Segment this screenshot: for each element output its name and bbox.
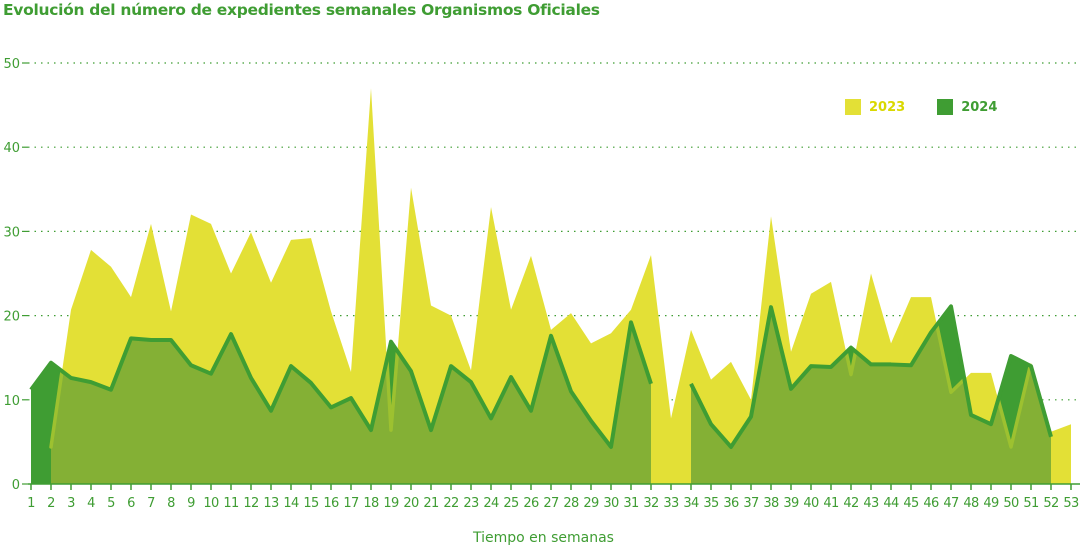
line-2024	[689, 304, 1053, 449]
x-tick-label: 3	[67, 496, 75, 511]
x-tick-label: 2	[47, 496, 55, 511]
y-tick-label: 0	[12, 478, 20, 493]
y-tick-label: 40	[3, 141, 20, 156]
legend-swatch-2024	[937, 99, 954, 115]
x-axis-title: Tiempo en semanas	[473, 530, 614, 546]
x-tick-label: 34	[683, 496, 699, 511]
x-tick-label: 21	[423, 496, 439, 511]
y-tick-label: 50	[3, 57, 20, 72]
x-tick-label: 5	[107, 496, 115, 511]
x-tick-label: 12	[243, 496, 258, 511]
x-tick-label: 43	[863, 496, 879, 511]
x-tick-label: 14	[283, 496, 299, 511]
x-tick-label: 24	[483, 496, 499, 511]
chart-title: Evolución del número de expedientes sema…	[3, 1, 600, 19]
x-tick-label: 13	[263, 496, 279, 511]
legend-swatch-2023	[845, 99, 861, 115]
x-tick-label: 28	[563, 496, 579, 511]
x-tick-label: 15	[303, 496, 319, 511]
x-tick-label: 7	[147, 496, 155, 511]
x-tick-label: 9	[187, 496, 195, 511]
x-tick-label: 20	[403, 496, 419, 511]
x-axis-label: Tiempo en semanas	[0, 530, 1087, 546]
x-tick-label: 8	[167, 496, 175, 511]
x-tick-label: 47	[943, 496, 959, 511]
x-tick-label: 31	[623, 496, 639, 511]
x-tick-label: 52	[1043, 496, 1058, 511]
x-tick-label: 27	[543, 496, 559, 511]
x-tick-label: 26	[523, 496, 539, 511]
x-tick-label: 38	[763, 496, 779, 511]
legend-label-2024: 2024	[961, 99, 998, 115]
x-tick-label: 46	[923, 496, 939, 511]
line-2024	[29, 320, 653, 449]
x-tick-label: 1	[27, 496, 35, 511]
x-tick-label: 23	[463, 496, 479, 511]
legend-item-2023: 2023	[845, 99, 905, 115]
x-tick-label: 4	[87, 496, 95, 511]
x-tick-label: 41	[823, 496, 839, 511]
x-tick-label: 40	[803, 496, 819, 511]
x-tick-label: 32	[643, 496, 658, 511]
x-tick-label: 50	[1003, 496, 1019, 511]
plot-area	[29, 88, 1071, 484]
x-tick-label: 49	[983, 496, 999, 511]
x-tick-label: 44	[883, 496, 899, 511]
y-tick-label: 30	[3, 225, 20, 240]
overlap-area	[51, 306, 1051, 484]
x-tick-label: 37	[743, 496, 759, 511]
x-tick-label: 33	[663, 496, 679, 511]
y-tick-label: 10	[3, 394, 20, 409]
x-tick-label: 18	[363, 496, 379, 511]
x-tick-label: 10	[203, 496, 219, 511]
x-tick-label: 25	[503, 496, 519, 511]
x-tick-label: 53	[1063, 496, 1079, 511]
legend-label-2023: 2023	[869, 99, 906, 115]
x-tick-label: 19	[383, 496, 399, 511]
x-tick-label: 16	[323, 496, 339, 511]
legend: 2023 2024	[845, 99, 997, 115]
x-tick-label: 30	[603, 496, 619, 511]
legend-item-2024: 2024	[937, 99, 997, 115]
x-tick-label: 11	[223, 496, 239, 511]
y-tick-label: 20	[3, 310, 20, 325]
x-tick-label: 6	[127, 496, 135, 511]
x-tick-label: 36	[723, 496, 739, 511]
x-tick-label: 39	[783, 496, 799, 511]
x-tick-label: 48	[963, 496, 979, 511]
x-tick-label: 45	[903, 496, 919, 511]
x-tick-label: 35	[703, 496, 719, 511]
x-tick-label: 51	[1023, 496, 1039, 511]
x-tick-label: 42	[843, 496, 858, 511]
x-tick-label: 29	[583, 496, 599, 511]
x-tick-label: 22	[443, 496, 458, 511]
x-tick-label: 17	[343, 496, 359, 511]
